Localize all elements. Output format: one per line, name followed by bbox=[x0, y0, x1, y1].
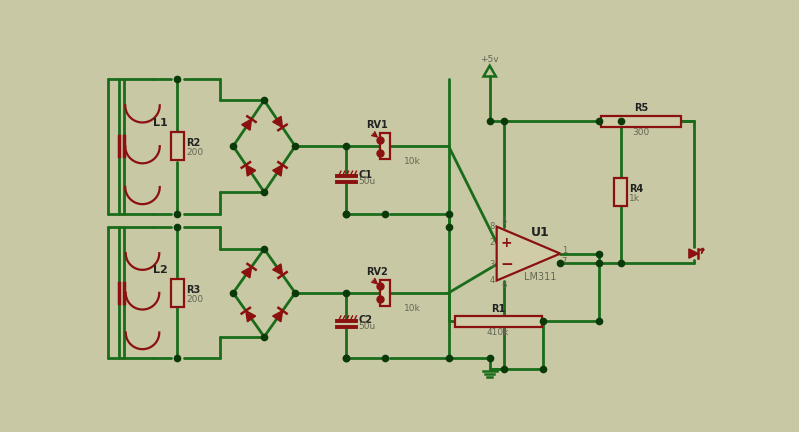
Polygon shape bbox=[241, 119, 252, 130]
Text: 410k: 410k bbox=[487, 328, 510, 337]
Polygon shape bbox=[497, 227, 560, 280]
Bar bbox=[380, 133, 390, 159]
Text: 6: 6 bbox=[502, 281, 507, 290]
Text: R4: R4 bbox=[629, 184, 643, 194]
Text: +: + bbox=[501, 236, 513, 250]
Text: RV2: RV2 bbox=[366, 267, 388, 276]
Bar bbox=[614, 178, 627, 206]
Polygon shape bbox=[272, 264, 283, 275]
Bar bbox=[171, 279, 184, 307]
Text: 50u: 50u bbox=[359, 178, 376, 187]
Bar bbox=[601, 116, 681, 127]
Text: 200: 200 bbox=[186, 148, 203, 157]
Text: 50u: 50u bbox=[359, 322, 376, 331]
Text: C2: C2 bbox=[359, 315, 372, 325]
Text: 1: 1 bbox=[562, 246, 567, 255]
Text: 4: 4 bbox=[490, 276, 495, 285]
Polygon shape bbox=[246, 165, 256, 176]
Text: R1: R1 bbox=[491, 304, 505, 314]
Bar bbox=[171, 132, 184, 160]
Text: 1k: 1k bbox=[629, 194, 640, 203]
Text: 3: 3 bbox=[490, 260, 495, 269]
Text: L2: L2 bbox=[153, 265, 167, 275]
Text: C1: C1 bbox=[359, 170, 372, 180]
Polygon shape bbox=[241, 267, 252, 278]
Text: −: − bbox=[500, 257, 513, 272]
Polygon shape bbox=[272, 311, 283, 322]
Bar bbox=[455, 316, 542, 327]
Polygon shape bbox=[246, 311, 256, 322]
Text: R2: R2 bbox=[186, 138, 201, 148]
Text: L1: L1 bbox=[153, 118, 167, 128]
Text: 10k: 10k bbox=[403, 157, 420, 166]
Text: U1: U1 bbox=[531, 226, 550, 238]
Text: 5: 5 bbox=[502, 217, 507, 226]
Polygon shape bbox=[272, 116, 283, 127]
Text: 10k: 10k bbox=[403, 304, 420, 313]
Text: R3: R3 bbox=[186, 285, 201, 295]
Text: 8: 8 bbox=[490, 222, 495, 231]
Text: R5: R5 bbox=[634, 103, 648, 114]
Text: +5v: +5v bbox=[480, 55, 499, 64]
Polygon shape bbox=[689, 249, 698, 258]
Text: 7: 7 bbox=[562, 257, 567, 266]
Bar bbox=[380, 280, 390, 306]
Text: 2: 2 bbox=[490, 238, 495, 247]
Polygon shape bbox=[272, 165, 283, 176]
Text: LM311: LM311 bbox=[524, 272, 556, 282]
Text: 300: 300 bbox=[632, 128, 650, 137]
Text: RV1: RV1 bbox=[366, 120, 388, 130]
Text: 200: 200 bbox=[186, 295, 203, 304]
